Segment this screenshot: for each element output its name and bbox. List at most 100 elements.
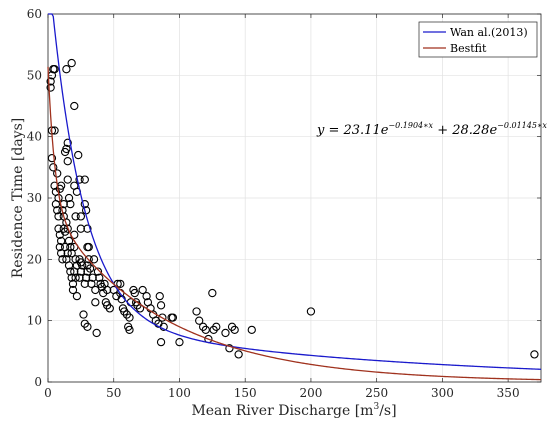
y-axis-label: Residence Time [days] <box>10 118 26 278</box>
data-point <box>125 325 134 335</box>
fit-curves <box>47 13 542 381</box>
equation-exp1: −0.1904∗x <box>388 121 433 130</box>
x-tick-label: 50 <box>106 386 121 400</box>
curve-bestfit <box>47 66 542 381</box>
data-point <box>201 325 210 335</box>
data-point <box>83 224 92 233</box>
data-point <box>87 279 96 289</box>
x-tick-label: 300 <box>431 386 454 400</box>
y-tick-label: 50 <box>27 68 42 82</box>
data-point <box>66 199 75 209</box>
x-axis-label: Mean River Discharge [m3/s] <box>191 402 396 419</box>
data-point <box>63 138 72 147</box>
data-point <box>54 224 63 233</box>
data-point <box>116 279 125 289</box>
data-point <box>142 291 151 301</box>
data-point <box>63 249 72 258</box>
data-point <box>221 328 230 338</box>
equation-exp2: −0.01145∗x <box>497 121 547 130</box>
x-axis-ticks: 0 50 100 150 200 250 300 350 <box>44 14 520 400</box>
data-point <box>125 313 134 322</box>
x-axis-label-tail: /s] <box>379 403 396 419</box>
data-point <box>156 301 166 310</box>
data-point <box>70 267 79 276</box>
data-point <box>88 273 97 282</box>
equation-lhs: y = 23.11e <box>316 123 389 138</box>
fit-equation: y = 23.11e−0.1904∗x + 28.28e−0.01145∗x <box>316 121 547 138</box>
data-point <box>130 288 139 298</box>
y-tick-label: 10 <box>27 314 42 328</box>
data-point <box>208 288 217 298</box>
data-point <box>175 337 184 347</box>
data-point <box>63 224 72 233</box>
data-point <box>92 328 101 338</box>
data-point <box>95 273 104 282</box>
data-point <box>74 150 83 160</box>
x-tick-label: 100 <box>168 386 191 400</box>
data-point <box>62 144 71 154</box>
data-point <box>67 58 76 68</box>
data-point <box>53 206 62 215</box>
data-point <box>89 255 99 264</box>
data-point <box>192 307 201 316</box>
data-point <box>78 261 87 270</box>
y-tick-label: 20 <box>27 252 42 266</box>
data-point <box>68 285 78 295</box>
data-point <box>47 153 57 163</box>
data-point <box>62 65 71 74</box>
legend: Wan al.(2013) Bestfit <box>418 21 538 58</box>
scatter-points <box>46 58 539 359</box>
data-point <box>247 325 256 335</box>
data-point <box>79 310 88 319</box>
data-point <box>56 249 66 258</box>
data-point <box>64 193 74 203</box>
y-tick-label: 60 <box>27 7 42 21</box>
data-point <box>306 307 316 316</box>
grid <box>47 13 541 383</box>
data-point <box>53 169 62 178</box>
data-point <box>530 350 539 359</box>
data-point <box>71 273 80 282</box>
data-point <box>168 313 178 322</box>
data-point <box>85 264 95 273</box>
x-tick-label: 250 <box>365 386 388 400</box>
data-point <box>93 267 103 276</box>
data-point <box>76 212 86 221</box>
data-point <box>81 273 91 282</box>
data-point <box>55 242 64 252</box>
data-point <box>84 242 93 252</box>
data-point <box>46 77 55 86</box>
data-point <box>155 291 164 301</box>
data-point <box>234 350 243 359</box>
data-point <box>58 255 67 264</box>
x-tick-label: 150 <box>234 386 257 400</box>
data-point <box>46 83 55 92</box>
data-point <box>84 255 93 264</box>
legend-label-bestfit: Bestfit <box>450 42 487 55</box>
data-point <box>80 199 89 209</box>
data-point <box>76 267 86 276</box>
data-point <box>138 285 147 295</box>
curve-wan <box>48 13 542 370</box>
data-point <box>72 291 82 301</box>
y-tick-label: 0 <box>34 375 42 389</box>
legend-label-wan: Wan al.(2013) <box>450 26 528 39</box>
data-point <box>75 175 84 184</box>
y-tick-label: 40 <box>27 130 42 144</box>
y-axis-ticks: 0 10 20 30 40 50 60 <box>27 7 541 389</box>
data-point <box>158 313 167 322</box>
data-point <box>66 267 75 276</box>
data-point <box>50 126 59 135</box>
data-point <box>156 337 166 347</box>
data-point <box>70 101 79 111</box>
y-tick-label: 30 <box>27 191 42 205</box>
data-point <box>103 285 112 295</box>
data-point <box>49 163 58 172</box>
equation-mid: + 28.28e <box>433 123 497 138</box>
x-axis-label-sup: 3 <box>373 402 379 412</box>
data-point <box>91 298 100 307</box>
x-tick-label: 350 <box>497 386 520 400</box>
data-point <box>63 175 72 184</box>
data-point <box>64 236 74 246</box>
